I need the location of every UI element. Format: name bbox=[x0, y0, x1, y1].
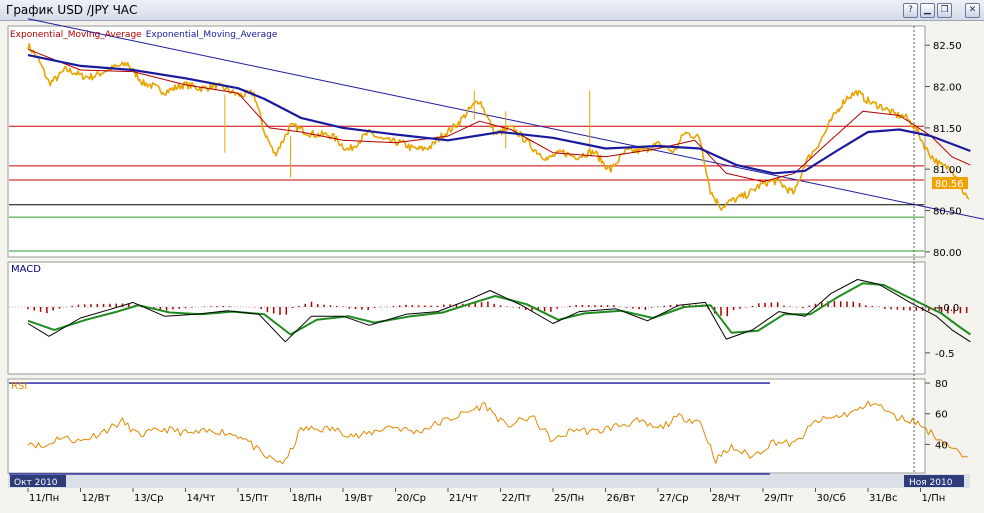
time-tick-label-16: 31/Вс bbox=[869, 493, 897, 504]
time-tick-label-5: 18/Пн bbox=[292, 493, 322, 504]
time-tick-label-10: 25/Пн bbox=[554, 493, 584, 504]
legend-ema-slow: Exponential_Moving_Average bbox=[146, 30, 278, 40]
macd-panel-title: MACD bbox=[11, 264, 41, 275]
current-price-label: 80.56 bbox=[935, 179, 964, 190]
legend-ema-fast: Exponential_Moving_Average bbox=[10, 30, 142, 40]
rsi-y-tick-label-1: 60 bbox=[935, 410, 948, 421]
title-bar[interactable]: График USD /JPY ЧАС ? ▁ ❐ ✕ bbox=[0, 0, 984, 21]
rsi-y-tick-label-2: 40 bbox=[935, 440, 948, 451]
price-panel bbox=[7, 25, 926, 258]
month-label-box-left bbox=[10, 475, 66, 487]
legend-ema: Exponential_Moving_Average Exponential_Mo… bbox=[10, 30, 278, 40]
time-tick-label-2: 13/Ср bbox=[134, 493, 163, 504]
macd-series bbox=[27, 279, 971, 343]
price-y-tick-label-5: 80.00 bbox=[933, 248, 962, 259]
month-label-right: Ноя 2010 bbox=[909, 478, 953, 488]
price-y-tick-label-3: 81.00 bbox=[933, 165, 962, 176]
help-button[interactable]: ? bbox=[903, 3, 918, 18]
month-label-left: Окт 2010 bbox=[14, 478, 58, 488]
price-y-tick-label-0: 82.50 bbox=[933, 41, 962, 52]
rsi-panel-title: RSI bbox=[11, 381, 27, 392]
price-y-tick-label-1: 82.00 bbox=[933, 83, 962, 94]
rsi-y-tick-label-0: 80 bbox=[935, 379, 948, 390]
time-tick-label-0: 11/Пн bbox=[29, 493, 59, 504]
price-y-tick-label-2: 81.50 bbox=[933, 124, 962, 135]
ema-fast-series bbox=[27, 48, 971, 183]
time-tick-label-11: 26/Вт bbox=[607, 493, 636, 504]
macd-y-tick-label-0: +0.0 bbox=[935, 303, 959, 314]
time-tick-label-6: 19/Вт bbox=[344, 493, 373, 504]
macd-panel bbox=[7, 261, 926, 375]
time-tick-label-9: 22/Пт bbox=[502, 493, 532, 504]
time-tick-label-3: 14/Чт bbox=[187, 493, 216, 504]
time-tick-label-15: 30/Сб bbox=[817, 493, 846, 504]
time-tick-label-1: 12/Вт bbox=[82, 493, 111, 504]
time-tick-label-7: 20/Ср bbox=[397, 493, 426, 504]
time-tick-label-4: 15/Пт bbox=[239, 493, 269, 504]
ema-slow-series bbox=[27, 54, 971, 175]
macd-y-tick-label-1: -0.5 bbox=[935, 349, 955, 360]
current-price-tag bbox=[932, 177, 968, 189]
macd-signal-series bbox=[27, 282, 971, 336]
month-label-box-right bbox=[904, 475, 964, 487]
time-tick-label-17: 1/Пн bbox=[922, 493, 946, 504]
time-tick-label-8: 21/Чт bbox=[449, 493, 478, 504]
time-tick-label-14: 29/Пт bbox=[764, 493, 794, 504]
time-tick-label-12: 27/Ср bbox=[659, 493, 688, 504]
window-title: График USD /JPY ЧАС bbox=[6, 3, 138, 17]
restore-button[interactable]: ❐ bbox=[937, 3, 952, 18]
trendline bbox=[27, 18, 984, 220]
close-button[interactable]: ✕ bbox=[965, 3, 980, 18]
rsi-series bbox=[27, 400, 968, 465]
price-y-tick-label-4: 80.50 bbox=[933, 207, 962, 218]
time-axis-band bbox=[8, 474, 970, 488]
minimize-button[interactable]: ▁ bbox=[920, 3, 935, 18]
time-tick-label-13: 28/Чт bbox=[712, 493, 741, 504]
rsi-panel bbox=[7, 378, 926, 474]
